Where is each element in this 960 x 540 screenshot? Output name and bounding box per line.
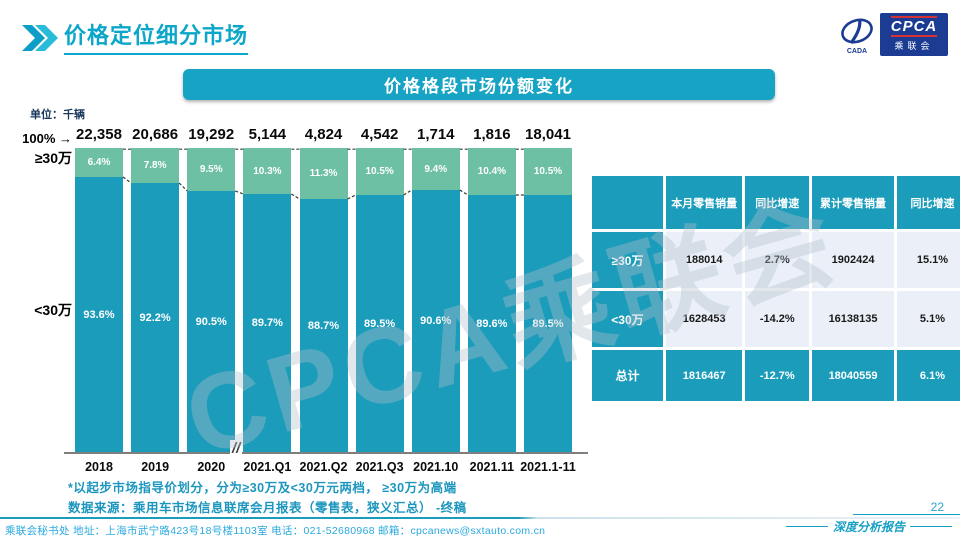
bar-2021.1-11: 18,041 10.5% 89.5%	[524, 126, 572, 452]
bar-total-label: 4,542	[360, 126, 399, 143]
cpca-logo-box: CPCA 乘联会	[880, 13, 948, 57]
x-axis-tick-label: 2021.11	[469, 460, 515, 474]
unit-label: 单位：千辆	[30, 109, 85, 121]
bar-2021.10: 1,714 9.4% 90.6%	[411, 126, 460, 452]
report-label-line-left	[786, 526, 828, 527]
table-header-cell: 本月零售销量	[665, 176, 743, 229]
bar-total-label: 20,686	[132, 126, 179, 143]
table-data-cell: 15.1%	[896, 232, 960, 288]
segment-high-share: 10.5%	[524, 148, 572, 195]
bar-2019: 20,686 7.8% 92.2%	[131, 126, 180, 452]
emblem-text: CADA	[847, 48, 867, 55]
table-data-cell: -14.2%	[745, 291, 810, 347]
bar-2018: 22,358 6.4% 93.6%	[75, 126, 123, 452]
bar-2021.11: 1,816 10.4% 89.6%	[467, 126, 516, 452]
table-row-label: 总计	[592, 350, 663, 401]
footnote-definition: *以起步市场指导价划分，分为≥30万及<30万元两档， ≥30万为高端	[68, 481, 457, 495]
x-axis-tick-label: 2021.Q2	[299, 460, 348, 474]
segment-low-share: 90.6%	[411, 190, 460, 452]
segment-low-share: 89.7%	[243, 194, 292, 452]
bar-total-label: 22,358	[76, 126, 122, 143]
bar-2021.Q3: 4,542 10.5% 89.5%	[355, 126, 404, 452]
table-corner-cell	[592, 176, 663, 229]
table-data-cell: 1816467	[665, 350, 743, 401]
segment-high-share: 10.3%	[243, 148, 292, 194]
segment-high-share: 7.8%	[131, 148, 180, 183]
report-label-row: 深度分析报告	[786, 518, 953, 535]
segment-high-share: 10.4%	[467, 148, 516, 195]
footer-divider	[0, 517, 960, 519]
table-data-cell: -12.7%	[745, 350, 810, 401]
segment-low-share: 89.6%	[467, 195, 516, 452]
table-data-cell: 188014	[665, 232, 743, 288]
series-high-label: ≥30万	[34, 150, 72, 166]
double-chevron-icon	[22, 25, 58, 51]
x-axis-tick-label: 2021.Q3	[355, 460, 404, 474]
segment-high-share: 10.5%	[355, 148, 404, 195]
axis-100-percent-label: 100% →	[22, 131, 72, 146]
page-number-underline	[853, 514, 960, 515]
bar-2021.Q2: 4,824 11.3% 88.7%	[299, 126, 348, 452]
report-label-line-right	[910, 526, 953, 527]
x-axis-tick-label: 2020	[197, 460, 226, 474]
table-data-cell: 2.7%	[745, 232, 810, 288]
footnotes: *以起步市场指导价划分，分为≥30万及<30万元两档， ≥30万为高端 数据来源…	[68, 478, 467, 518]
stacked-bar-chart: 22,358 6.4% 93.6% 2018 20,686 7.8% 92.2% 2019 19…	[70, 126, 586, 474]
cada-emblem-icon: CADA	[841, 18, 873, 55]
page-title: 价格定位细分市场	[64, 18, 249, 55]
axis-break-mark: //	[230, 440, 243, 458]
bar-total-label: 18,041	[525, 126, 571, 143]
table-data-cell: 1628453	[665, 291, 743, 347]
chart-title: 价格格段市场份额变化	[384, 77, 574, 96]
series-low-label: <30万	[34, 302, 72, 318]
bar-total-label: 1,714	[416, 126, 455, 143]
x-axis-line	[64, 452, 588, 454]
footer-contact: 乘联会秘书处 地址：上海市武宁路423号18号楼1103室 电话：021-526…	[5, 525, 546, 537]
cpca-logo: CADA CPCA 乘联会	[837, 13, 948, 57]
segment-high-share: 9.4%	[411, 148, 460, 190]
table-data-cell: 5.1%	[896, 291, 960, 347]
report-label: 深度分析报告	[833, 520, 906, 534]
segment-high-share: 11.3%	[299, 148, 348, 199]
table-data-cell: 16138135	[812, 291, 894, 347]
segment-low-share: 89.5%	[355, 195, 404, 452]
segment-low-share: 90.5%	[187, 191, 236, 452]
table-header-cell: 同比增速	[745, 176, 810, 229]
segment-high-share: 9.5%	[187, 148, 236, 191]
segment-low-share: 92.2%	[131, 183, 180, 452]
bar-2021.Q1: 5,144 10.3% 89.7%	[243, 126, 292, 452]
x-axis-tick-label: 2021.10	[413, 460, 459, 474]
bar-2020: 19,292 9.5% 90.5%	[187, 126, 236, 452]
cpca-wordmark: CPCA	[890, 16, 938, 38]
segment-low-share: 89.5%	[524, 195, 572, 452]
segment-low-share: 88.7%	[299, 199, 348, 452]
chart-title-banner: 价格格段市场份额变化	[183, 69, 775, 100]
table-header-cell: 累计零售销量	[812, 176, 894, 229]
x-axis-tick-label: 2021.Q1	[243, 460, 292, 474]
table-row-label: <30万	[592, 291, 663, 347]
sales-data-table: 本月零售销量 同比增速 累计零售销量 同比增速 ≥30万 188014 2.7% 190242…	[592, 176, 960, 401]
bar-total-label: 5,144	[248, 126, 287, 143]
cpca-chinese-name: 乘联会	[894, 41, 934, 52]
x-axis-tick-label: 2018	[85, 460, 113, 474]
table-data-cell: 18040559	[812, 350, 894, 401]
x-axis-tick-label: 2021.1-11	[520, 460, 576, 474]
bar-total-label: 4,824	[304, 126, 343, 143]
footnote-source: 数据来源：乘用车市场信息联席会月报表（零售表，狭义汇总） -终稿	[68, 501, 467, 515]
segment-high-share: 6.4%	[75, 148, 123, 177]
page-number: 22	[930, 500, 944, 514]
x-axis-tick-label: 2019	[141, 460, 170, 474]
table-data-cell: 1902424	[812, 232, 894, 288]
bar-total-label: 1,816	[473, 126, 511, 143]
table-header-cell: 同比增速	[896, 176, 960, 229]
bar-total-label: 19,292	[188, 126, 235, 143]
table-data-cell: 6.1%	[896, 350, 960, 401]
table-row-label: ≥30万	[592, 232, 663, 288]
segment-low-share: 93.6%	[75, 177, 123, 452]
